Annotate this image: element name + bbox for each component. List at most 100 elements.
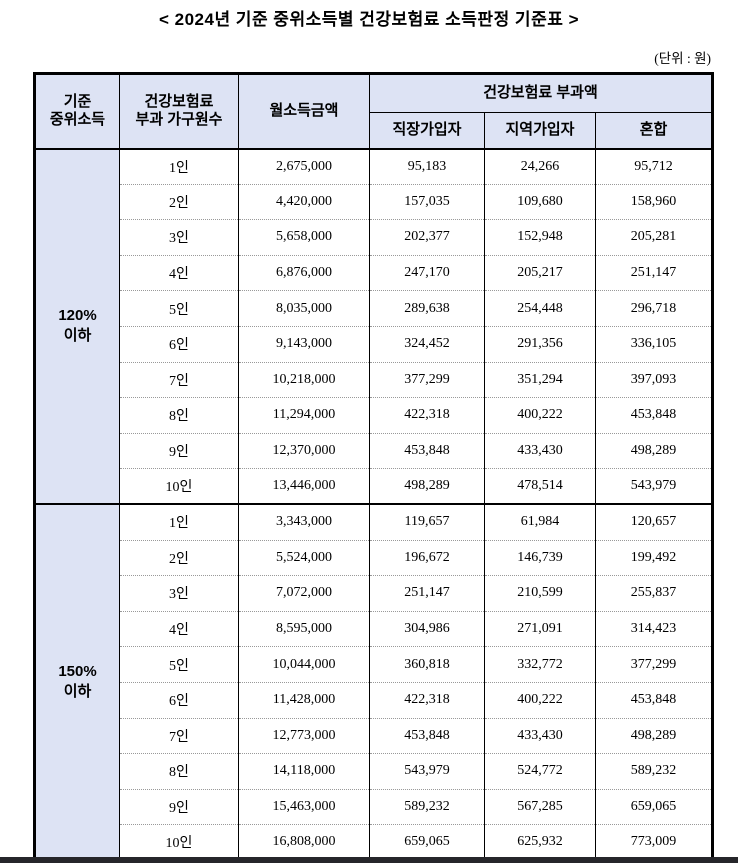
household-size-cell: 4인 xyxy=(119,254,239,291)
amount-cell: 12,370,000 xyxy=(238,432,370,469)
amount-cell: 567,285 xyxy=(484,788,596,825)
amount-cell: 589,232 xyxy=(369,788,485,825)
amount-cell: 14,118,000 xyxy=(238,753,370,790)
household-size-cell: 1인 xyxy=(119,148,239,185)
amount-cell: 377,299 xyxy=(595,646,713,683)
household-size-cell: 5인 xyxy=(119,646,239,683)
section-label: 150% 이하 xyxy=(34,503,120,861)
amount-cell: 478,514 xyxy=(484,468,596,505)
household-size-cell: 6인 xyxy=(119,681,239,718)
amount-cell: 11,294,000 xyxy=(238,397,370,434)
amount-cell: 498,289 xyxy=(369,468,485,505)
amount-cell: 157,035 xyxy=(369,183,485,220)
amount-cell: 304,986 xyxy=(369,610,485,647)
amount-cell: 422,318 xyxy=(369,397,485,434)
household-size-cell: 10인 xyxy=(119,824,239,861)
amount-cell: 13,446,000 xyxy=(238,468,370,505)
household-size-cell: 2인 xyxy=(119,539,239,576)
amount-cell: 120,657 xyxy=(595,503,713,541)
amount-cell: 659,065 xyxy=(369,824,485,861)
amount-cell: 453,848 xyxy=(595,397,713,434)
header-household-line2: 부과 가구원수 xyxy=(135,111,223,129)
amount-cell: 589,232 xyxy=(595,753,713,790)
table-row: 8인 14,118,000 543,979 524,772 589,232 xyxy=(35,753,713,790)
amount-cell: 247,170 xyxy=(369,254,485,291)
amount-cell: 543,979 xyxy=(595,468,713,505)
header-monthly-income: 월소득금액 xyxy=(238,73,370,150)
bottom-edge-bar xyxy=(0,857,738,863)
amount-cell: 158,960 xyxy=(595,183,713,220)
amount-cell: 498,289 xyxy=(595,432,713,469)
amount-cell: 61,984 xyxy=(484,503,596,541)
amount-cell: 251,147 xyxy=(595,254,713,291)
header-premium-group: 건강보험료 부과액 xyxy=(369,73,713,113)
table-row: 5인 8,035,000 289,638 254,448 296,718 xyxy=(35,290,713,327)
header-household-members: 건강보험료 부과 가구원수 xyxy=(119,73,239,150)
amount-cell: 109,680 xyxy=(484,183,596,220)
table-row: 7인 10,218,000 377,299 351,294 397,093 xyxy=(35,361,713,398)
table-row: 3인 5,658,000 202,377 152,948 205,281 xyxy=(35,219,713,256)
amount-cell: 8,035,000 xyxy=(238,290,370,327)
household-size-cell: 4인 xyxy=(119,610,239,647)
amount-cell: 9,143,000 xyxy=(238,325,370,363)
household-size-cell: 5인 xyxy=(119,290,239,327)
household-size-cell: 9인 xyxy=(119,788,239,825)
household-size-cell: 3인 xyxy=(119,575,239,612)
amount-cell: 15,463,000 xyxy=(238,788,370,825)
table-row: 3인 7,072,000 251,147 210,599 255,837 xyxy=(35,575,713,612)
household-size-cell: 10인 xyxy=(119,468,239,505)
amount-cell: 453,848 xyxy=(369,432,485,469)
table-body: 120% 이하 1인 2,675,000 95,183 24,266 95,712 2인 4,4… xyxy=(34,148,713,861)
header-regional-subscriber: 지역가입자 xyxy=(484,112,596,150)
amount-cell: 332,772 xyxy=(484,646,596,683)
amount-cell: 625,932 xyxy=(484,824,596,861)
amount-cell: 199,492 xyxy=(595,539,713,576)
amount-cell: 95,183 xyxy=(369,148,485,185)
household-size-cell: 9인 xyxy=(119,432,239,469)
amount-cell: 271,091 xyxy=(484,610,596,647)
amount-cell: 10,044,000 xyxy=(238,646,370,683)
table-row: 120% 이하 1인 2,675,000 95,183 24,266 95,712 xyxy=(34,148,713,505)
table-row: 7인 12,773,000 453,848 433,430 498,289 xyxy=(35,717,713,754)
amount-cell: 400,222 xyxy=(484,681,596,718)
amount-cell: 377,299 xyxy=(369,361,485,398)
table-row: 10인 13,446,000 498,289 478,514 543,979 xyxy=(35,468,713,505)
table-row: 5인 10,044,000 360,818 332,772 377,299 xyxy=(35,646,713,683)
amount-cell: 12,773,000 xyxy=(238,717,370,754)
household-size-cell: 8인 xyxy=(119,753,239,790)
amount-cell: 433,430 xyxy=(484,717,596,754)
table-row: 4인 6,876,000 247,170 205,217 251,147 xyxy=(35,254,713,291)
amount-cell: 289,638 xyxy=(369,290,485,327)
table-row: 4인 8,595,000 304,986 271,091 314,423 xyxy=(35,610,713,647)
table-row: 6인 11,428,000 422,318 400,222 453,848 xyxy=(35,681,713,718)
amount-cell: 152,948 xyxy=(484,219,596,256)
amount-cell: 498,289 xyxy=(595,717,713,754)
header-criteria-median-income: 기준 중위소득 xyxy=(34,73,120,150)
amount-cell: 773,009 xyxy=(595,824,713,861)
amount-cell: 324,452 xyxy=(369,325,485,363)
amount-cell: 422,318 xyxy=(369,681,485,718)
amount-cell: 543,979 xyxy=(369,753,485,790)
table-row: 10인 16,808,000 659,065 625,932 773,009 xyxy=(35,824,713,861)
page-title: < 2024년 기준 중위소득별 건강보험료 소득판정 기준표 > xyxy=(158,10,580,29)
amount-cell: 524,772 xyxy=(484,753,596,790)
amount-cell: 6,876,000 xyxy=(238,254,370,291)
amount-cell: 4,420,000 xyxy=(238,183,370,220)
income-criteria-table: 기준 중위소득 건강보험료 부과 가구원수 월소득금액 건강보험료 부과액 직장… xyxy=(33,72,714,862)
amount-cell: 205,281 xyxy=(595,219,713,256)
header-criteria-line2: 중위소득 xyxy=(49,111,106,129)
amount-cell: 351,294 xyxy=(484,361,596,398)
amount-cell: 202,377 xyxy=(369,219,485,256)
amount-cell: 5,658,000 xyxy=(238,219,370,256)
amount-cell: 433,430 xyxy=(484,432,596,469)
amount-cell: 453,848 xyxy=(369,717,485,754)
header-household-line1: 건강보험료 xyxy=(144,92,214,110)
amount-cell: 251,147 xyxy=(369,575,485,612)
amount-cell: 255,837 xyxy=(595,575,713,612)
amount-cell: 400,222 xyxy=(484,397,596,434)
household-size-cell: 7인 xyxy=(119,717,239,754)
table-row: 150% 이하 1인 3,343,000 119,657 61,984 120,657 xyxy=(34,503,713,861)
amount-cell: 11,428,000 xyxy=(238,681,370,718)
amount-cell: 2,675,000 xyxy=(238,148,370,185)
